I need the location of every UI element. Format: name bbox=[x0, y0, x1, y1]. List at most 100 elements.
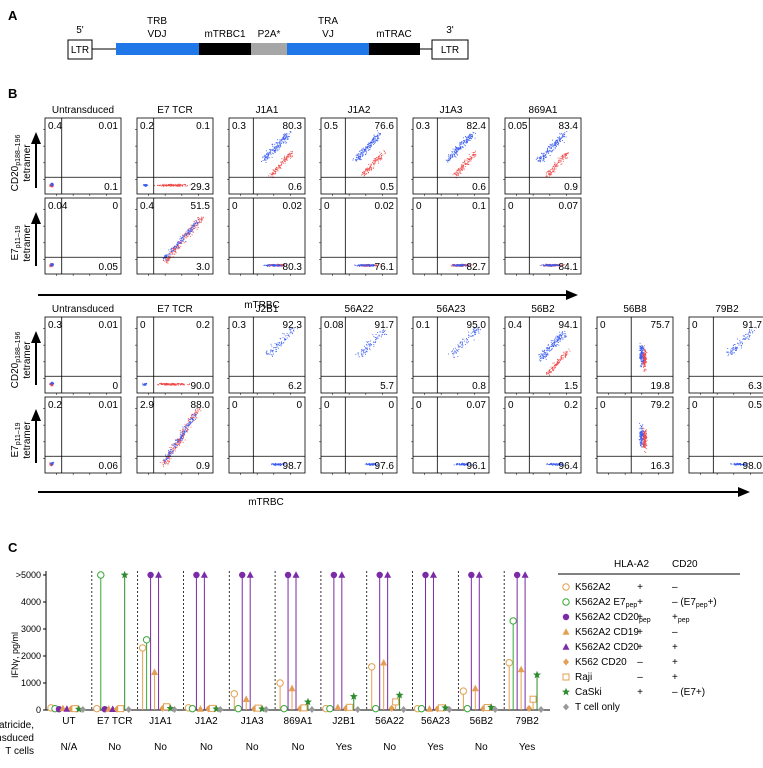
event-dot bbox=[552, 139, 553, 141]
event-dot bbox=[549, 264, 551, 266]
event-dot bbox=[290, 330, 292, 332]
event-dot bbox=[175, 383, 177, 385]
event-dot bbox=[278, 164, 280, 166]
event-dot bbox=[561, 155, 563, 157]
event-dot bbox=[378, 158, 380, 160]
event-dot bbox=[285, 159, 287, 161]
event-dot bbox=[187, 425, 189, 427]
event-dot bbox=[283, 157, 285, 159]
event-dot bbox=[559, 157, 561, 159]
event-dot bbox=[377, 464, 379, 466]
event-dot bbox=[383, 333, 385, 335]
event-dot bbox=[270, 343, 272, 345]
event-dot bbox=[454, 351, 456, 353]
event-dot bbox=[367, 168, 369, 170]
event-dot bbox=[644, 365, 646, 367]
event-dot bbox=[643, 360, 645, 362]
event-dot bbox=[282, 137, 284, 139]
event-dot bbox=[549, 143, 551, 145]
event-dot bbox=[547, 149, 548, 151]
event-dot bbox=[275, 348, 277, 350]
event-dot bbox=[455, 146, 457, 148]
event-dot bbox=[452, 156, 453, 158]
event-dot bbox=[52, 383, 54, 385]
plot-frame bbox=[136, 316, 214, 394]
event-dot bbox=[376, 139, 378, 141]
event-dot bbox=[547, 265, 548, 267]
flow-plot: 0.2 0.129.3 bbox=[135, 117, 214, 196]
event-dot bbox=[366, 342, 368, 344]
event-dot bbox=[164, 461, 166, 463]
event-dot bbox=[367, 264, 369, 266]
event-dot bbox=[171, 247, 173, 249]
event-dot bbox=[265, 352, 267, 353]
event-dot bbox=[53, 462, 55, 464]
event-dot bbox=[555, 163, 557, 165]
event-dot bbox=[157, 384, 159, 385]
event-dot bbox=[287, 138, 289, 140]
event-dot bbox=[466, 136, 468, 138]
event-dot bbox=[170, 457, 172, 459]
event-dot bbox=[477, 329, 479, 331]
event-dot bbox=[281, 264, 282, 266]
event-dot bbox=[282, 332, 284, 334]
event-dot bbox=[197, 410, 199, 412]
event-dot bbox=[544, 353, 546, 355]
event-dot bbox=[172, 452, 174, 454]
event-dot bbox=[565, 157, 567, 159]
flow-plot: 0.4 0.010.1 bbox=[43, 117, 122, 196]
event-dot bbox=[559, 161, 561, 163]
event-dot bbox=[175, 246, 177, 248]
event-dot bbox=[470, 135, 472, 137]
event-dot bbox=[538, 159, 540, 161]
event-dot bbox=[190, 423, 192, 425]
event-dot bbox=[194, 228, 196, 230]
event-dot bbox=[266, 351, 268, 353]
event-dot bbox=[453, 353, 455, 354]
event-dot bbox=[375, 340, 377, 342]
event-dot bbox=[363, 150, 365, 152]
event-dot bbox=[550, 172, 552, 174]
event-dot bbox=[558, 136, 560, 138]
event-dot bbox=[180, 435, 182, 437]
event-dot bbox=[276, 265, 278, 267]
event-dot bbox=[555, 336, 557, 338]
event-dot bbox=[478, 328, 480, 330]
event-dot bbox=[457, 173, 459, 175]
event-dot bbox=[192, 420, 194, 422]
event-dot bbox=[282, 265, 284, 267]
event-dot bbox=[50, 265, 52, 267]
event-dot bbox=[196, 220, 198, 222]
event-dot bbox=[369, 144, 371, 146]
event-dot bbox=[552, 346, 554, 348]
event-dot bbox=[556, 162, 558, 164]
event-dot bbox=[546, 351, 548, 353]
event-dot bbox=[547, 147, 549, 149]
event-dot bbox=[158, 184, 160, 186]
event-dot bbox=[280, 140, 282, 142]
event-dot bbox=[462, 143, 464, 145]
event-dot bbox=[645, 358, 647, 360]
event-dot bbox=[189, 231, 191, 233]
event-dot bbox=[552, 171, 554, 173]
event-dot bbox=[553, 463, 554, 465]
event-dot bbox=[378, 463, 380, 465]
event-dot bbox=[277, 342, 279, 344]
event-dot bbox=[472, 153, 474, 155]
event-dot bbox=[168, 184, 170, 186]
event-dot bbox=[176, 440, 178, 442]
event-dot bbox=[177, 438, 179, 440]
event-dot bbox=[459, 463, 461, 465]
event-dot bbox=[551, 343, 552, 345]
event-dot bbox=[455, 153, 457, 155]
event-dot bbox=[464, 264, 466, 266]
event-dot bbox=[551, 173, 553, 175]
event-dot bbox=[50, 462, 52, 464]
event-dot bbox=[172, 184, 174, 186]
event-dot bbox=[264, 156, 266, 158]
event-dot bbox=[172, 447, 174, 449]
event-dot bbox=[455, 177, 457, 179]
event-dot bbox=[270, 264, 272, 266]
event-dot bbox=[50, 185, 52, 187]
event-dot bbox=[195, 416, 197, 418]
